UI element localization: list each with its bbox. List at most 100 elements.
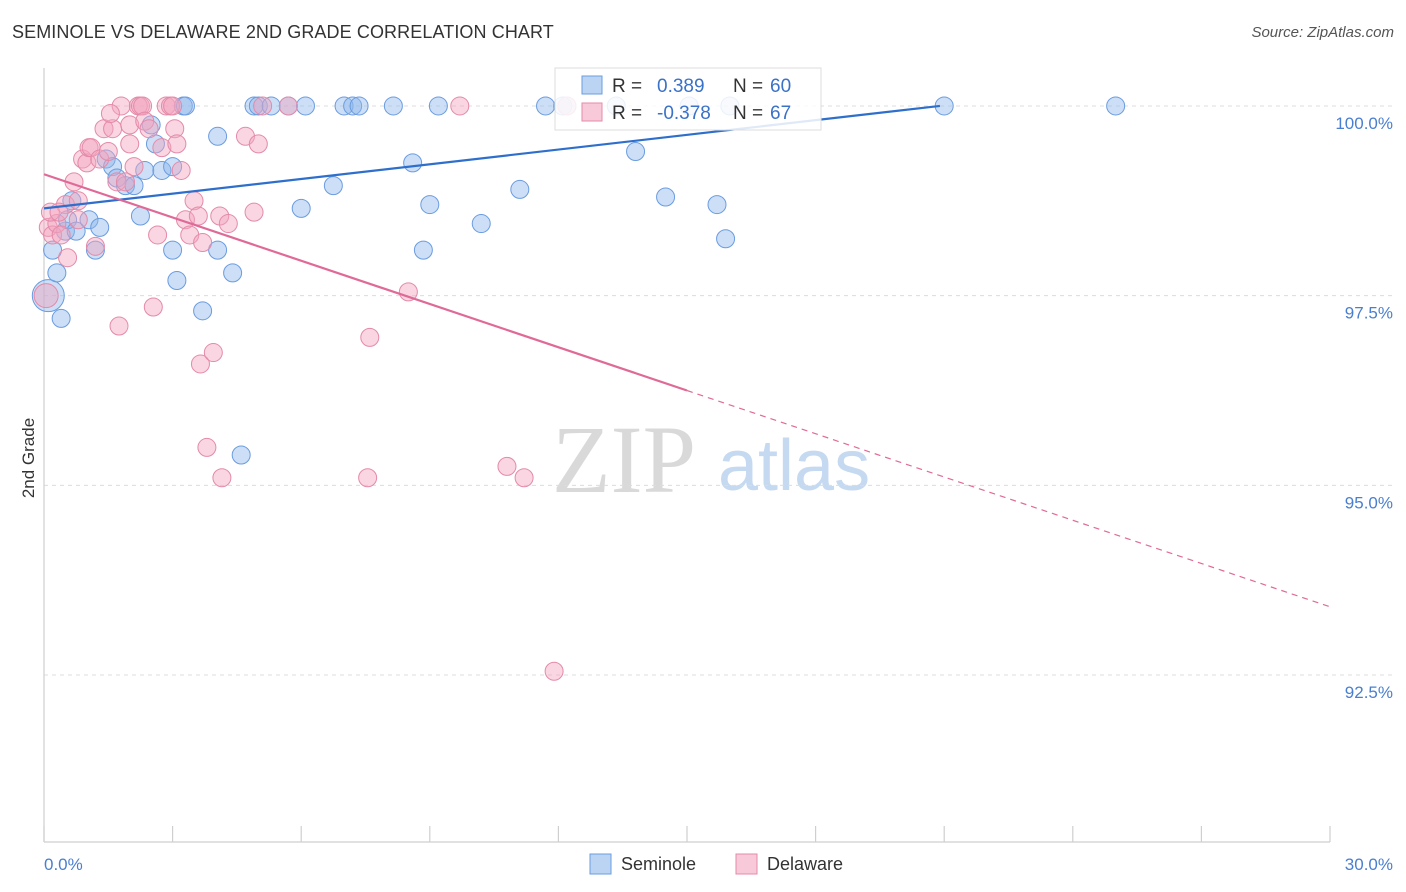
seminole-point — [343, 96, 363, 116]
seminole-point — [383, 96, 403, 116]
delaware-point — [68, 191, 88, 211]
legend-seminole-swatch — [589, 853, 612, 875]
delaware-point — [218, 214, 238, 234]
seminole-point — [152, 160, 172, 180]
delaware-r-value: -0.378 — [657, 103, 711, 124]
delaware-point — [152, 138, 172, 158]
trend-lines — [43, 104, 1331, 608]
delaware-point — [190, 354, 210, 374]
delaware-point — [133, 96, 153, 116]
y-tick-label: 92.5% — [1345, 683, 1393, 702]
stats-legend: R = 0.389 N = 60 R = -0.378 N = 67 — [554, 67, 822, 131]
delaware-point — [51, 225, 71, 245]
delaware-point — [68, 210, 88, 230]
seminole-point — [536, 96, 556, 116]
seminole-point — [96, 149, 116, 169]
delaware-point — [197, 437, 217, 457]
delaware-point — [163, 96, 183, 116]
delaware-point — [514, 468, 534, 488]
seminole-point — [471, 214, 491, 234]
delaware-n-value: 67 — [770, 103, 791, 124]
delaware-point — [165, 119, 185, 139]
seminole-point — [291, 198, 311, 218]
delaware-point — [248, 134, 268, 154]
seminole-point — [31, 279, 65, 313]
seminole-point — [51, 308, 71, 328]
legend-delaware-swatch — [735, 853, 758, 875]
seminole-r-value: 0.389 — [657, 76, 705, 97]
seminole-swatch — [581, 75, 603, 95]
watermark-atlas: atlas — [718, 426, 870, 506]
delaware-point — [167, 134, 187, 154]
seminole-r-label: R = — [612, 76, 642, 97]
delaware-point — [115, 172, 135, 192]
delaware-point — [278, 96, 298, 116]
watermark: ZIP atlas — [552, 406, 870, 513]
delaware-point — [171, 160, 191, 180]
y-tick-label: 95.0% — [1345, 493, 1393, 512]
delaware-point — [109, 316, 129, 336]
delaware-point — [120, 134, 140, 154]
delaware-point — [77, 153, 97, 173]
delaware-point — [156, 96, 176, 116]
seminole-point — [716, 229, 736, 249]
y-tick-label: 97.5% — [1345, 304, 1393, 323]
y-tick-labels: 100.0% 97.5% 95.0% 92.5% — [1335, 114, 1393, 702]
delaware-point — [188, 206, 208, 226]
legend-seminole-label: Seminole — [621, 854, 696, 874]
seminole-point — [47, 263, 67, 283]
delaware-point — [253, 96, 273, 116]
x-tick-label-min: 0.0% — [44, 855, 83, 874]
seminole-point — [707, 195, 727, 215]
x-tick-label-max: 30.0% — [1345, 855, 1393, 874]
watermark-zip: ZIP — [552, 406, 696, 513]
delaware-point — [244, 202, 264, 222]
y-axis-title: 2nd Grade — [19, 418, 38, 498]
delaware-point — [203, 343, 223, 363]
seminole-point — [626, 141, 646, 161]
seminole-point — [79, 210, 99, 230]
seminole-point — [413, 240, 433, 260]
seminole-point — [90, 217, 110, 237]
delaware-point — [143, 297, 163, 317]
delaware-point — [544, 661, 564, 681]
delaware-point — [120, 115, 140, 135]
delaware-r-label: R = — [612, 103, 642, 124]
delaware-point — [358, 468, 378, 488]
delaware-swatch — [581, 102, 603, 122]
seminole-point — [66, 221, 86, 241]
delaware-point — [139, 119, 159, 139]
legend-delaware-label: Delaware — [767, 854, 843, 874]
seminole-point — [167, 270, 187, 290]
seminole-point — [323, 176, 343, 196]
gridlines — [44, 105, 1395, 676]
delaware-point — [360, 327, 380, 347]
delaware-point — [124, 157, 144, 177]
seminole-point — [208, 126, 228, 146]
delaware-point — [100, 104, 120, 124]
delaware-point — [98, 141, 118, 161]
source-label: Source: ZipAtlas.com — [1251, 24, 1394, 41]
seminole-point — [135, 160, 155, 180]
seminole-point — [420, 195, 440, 215]
delaware-n-label: N = — [733, 103, 763, 124]
y-tick-label: 100.0% — [1335, 114, 1393, 133]
seminole-point — [163, 240, 183, 260]
delaware-point — [111, 96, 131, 116]
seminole-n-value: 60 — [770, 76, 791, 97]
seminole-point — [43, 240, 63, 260]
seminole-point — [403, 153, 423, 173]
seminole-point — [428, 96, 448, 116]
seminole-point — [510, 179, 530, 199]
seminole-point — [656, 187, 676, 207]
seminole-point — [1106, 96, 1126, 116]
seminole-point — [295, 96, 315, 116]
seminole-point — [231, 445, 251, 465]
seminole-point — [193, 301, 213, 321]
seminole-n-label: N = — [733, 76, 763, 97]
delaware-point — [212, 468, 232, 488]
delaware-point — [33, 283, 59, 309]
x-ticks — [43, 826, 1331, 842]
seminole-point — [349, 96, 369, 116]
